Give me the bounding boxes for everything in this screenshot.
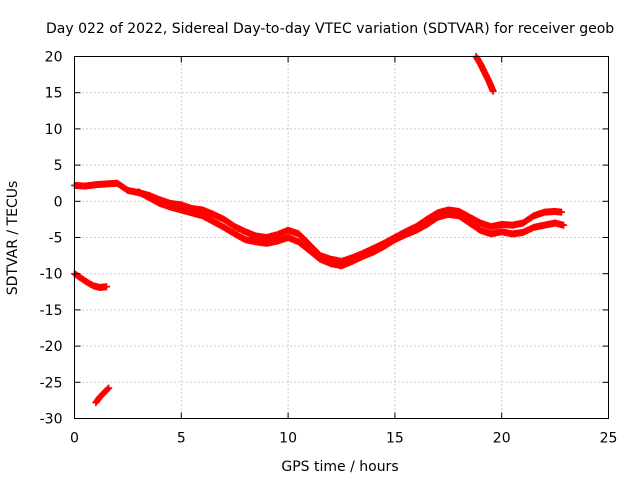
y-tick-label: 20	[45, 50, 63, 66]
y-tick-label: -10	[40, 267, 63, 283]
x-tick-label: 20	[493, 431, 511, 447]
x-axis-title: GPS time / hours	[281, 459, 398, 475]
chart-title: Day 022 of 2022, Sidereal Day-to-day VTE…	[46, 21, 614, 37]
y-tick-label: -25	[40, 375, 63, 391]
series-arc-early-bottom	[92, 384, 113, 407]
y-tick-label: -5	[49, 231, 63, 247]
y-tick-label: 0	[54, 194, 63, 210]
y-tick-label: 5	[54, 158, 63, 174]
y-tick-label: -30	[40, 412, 63, 428]
data-marks-layer	[71, 53, 568, 407]
x-tick-label: 5	[177, 431, 186, 447]
ticks-layer: 0 5 10 15 20 25 -30 -25 -20 -15 -10 -5 0 5 10 15 20	[40, 50, 618, 447]
y-tick-label: 10	[45, 122, 63, 138]
series-arc-main-lower	[135, 188, 568, 270]
data-point	[103, 283, 111, 291]
data-point	[558, 208, 566, 216]
x-tick-label: 25	[600, 431, 618, 447]
x-tick-label: 15	[386, 431, 404, 447]
x-tick-label: 0	[70, 431, 79, 447]
grid-layer	[74, 56, 609, 419]
data-point	[560, 221, 568, 229]
x-tick-label: 10	[279, 431, 297, 447]
data-point	[489, 87, 497, 95]
y-tick-label: -15	[40, 303, 63, 319]
data-point	[104, 385, 112, 393]
y-tick-label: -20	[40, 339, 63, 355]
y-axis-title: SDTVAR / TECUs	[5, 181, 21, 296]
data-point	[105, 384, 113, 392]
y-tick-label: 15	[45, 86, 63, 102]
series-arc-late-top	[472, 53, 497, 95]
series-arc-early-low	[71, 270, 111, 291]
